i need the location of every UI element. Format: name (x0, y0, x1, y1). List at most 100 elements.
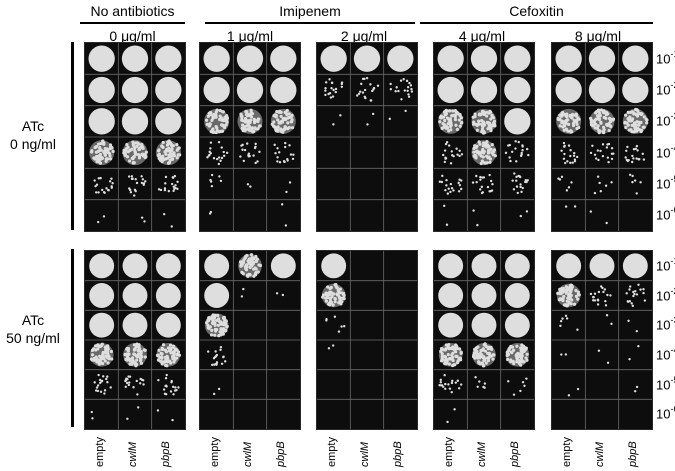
strain-label-1-1: cwlM (242, 441, 254, 467)
spot-r1-c2 (275, 292, 285, 297)
spot-r5-c0 (446, 408, 456, 424)
spot-r1-c0 (437, 76, 464, 104)
plate-top-4-svg (552, 43, 652, 231)
spot-r3-c1 (597, 349, 610, 364)
spot-r4-c2 (628, 173, 642, 195)
plate-bottom-1 (199, 250, 301, 430)
spot-r3-c0 (206, 345, 227, 367)
plate-bottom-1-svg (200, 251, 300, 429)
spot-r2-c0 (325, 315, 346, 333)
spot-r3-c1 (471, 342, 496, 368)
group-rule-no-antibiotics (80, 22, 185, 24)
spot-r0-c2 (155, 253, 181, 279)
spot-r1-c1 (121, 76, 149, 104)
strain-label-2-0: empty (325, 437, 338, 467)
spot-r1-c0 (321, 283, 346, 308)
spot-r3-c0 (206, 140, 229, 166)
spot-r3-c2 (624, 144, 646, 164)
spot-r2-c1 (589, 108, 616, 135)
spot-r1-c1 (589, 285, 612, 307)
dilution-exponent: -6 (670, 205, 675, 216)
dilution-base: 10 (656, 406, 671, 422)
strain-label-3-2: pbpB (509, 441, 522, 467)
plate-top-3-svg (434, 43, 534, 231)
dilution-label-top-1: 10-2 (656, 80, 675, 97)
spot-r3-c2 (155, 139, 182, 166)
group-title-imipenem: Imipenem (279, 3, 341, 19)
spot-r2-c1 (471, 108, 497, 135)
dilution-exponent: -2 (670, 80, 675, 90)
spot-r0-c2 (504, 253, 530, 279)
spot-r2-c0 (556, 108, 582, 134)
spot-r4-c0 (209, 173, 223, 188)
concentration-label-4: 8 μg/ml (574, 28, 622, 44)
spot-r5-c0 (443, 204, 449, 226)
spot-r1-c1 (356, 76, 380, 102)
group-title-cefoxitin: Cefoxitin (509, 3, 564, 19)
spot-r2-c1 (237, 108, 263, 134)
condition-label-top: ATc 0 ng/ml (0, 117, 66, 153)
dilution-base: 10 (656, 176, 671, 192)
condition-label-bottom: ATc 50 ng/ml (0, 311, 66, 347)
spot-r1-c2 (504, 283, 530, 308)
spot-r2-c0 (204, 313, 229, 338)
spot-r1-c0 (438, 283, 464, 308)
plate-bottom-3-svg (434, 251, 534, 429)
strain-label-1-2: pbpB (275, 441, 288, 467)
spot-r2-c0 (438, 108, 464, 134)
spot-r5-c1 (589, 210, 608, 225)
spot-r0-c0 (89, 253, 115, 279)
spot-r2-c0 (332, 114, 342, 126)
condition-bar-top (71, 42, 74, 230)
group-rule-imipenem (205, 22, 415, 24)
dilution-base: 10 (656, 113, 671, 129)
concentration-label-1: 1 μg/ml (226, 28, 274, 44)
strain-label-0-0: empty (93, 437, 106, 467)
spot-r0-c1 (588, 45, 616, 72)
spot-r0-c2 (270, 253, 296, 279)
strain-label-4-1: cwlM (594, 441, 606, 467)
condition-top-line1: ATc (21, 118, 45, 134)
plate-bottom-2 (316, 250, 418, 430)
spot-r2-c0 (89, 312, 115, 338)
dilution-label-bottom-0: 10-1 (656, 256, 675, 273)
spot-r5-c0 (564, 205, 577, 208)
spot-r4-c2 (157, 174, 179, 193)
dilution-base: 10 (656, 144, 671, 160)
dilution-exponent: -5 (670, 374, 675, 385)
plate-top-1 (199, 42, 301, 232)
plate-bottom-4-svg (552, 251, 652, 429)
spot-r0-c2 (622, 45, 649, 72)
spot-r0-c1 (238, 253, 263, 278)
dilution-exponent: -4 (670, 344, 675, 355)
spot-r0-c0 (555, 45, 582, 72)
condition-bottom-line1: ATc (21, 312, 45, 328)
plate-top-2 (316, 42, 418, 232)
spot-r5-c0 (96, 215, 106, 224)
spot-r1-c0 (204, 283, 230, 308)
spot-r4-c1 (246, 183, 252, 188)
dilution-exponent: -3 (670, 111, 675, 122)
spot-r1-c2 (389, 78, 414, 101)
spot-r4-c0 (557, 175, 573, 192)
plate-bottom-0 (84, 250, 186, 430)
spot-r3-c2 (273, 141, 295, 164)
strain-label-0-2: pbpB (160, 441, 173, 467)
spot-r4-c2 (633, 385, 639, 393)
dilution-label-top-5: 10-6 (656, 205, 675, 222)
dilution-label-bottom-4: 10-5 (656, 374, 675, 392)
spot-r3-c0 (89, 139, 115, 166)
spot-r3-c0 (441, 140, 464, 165)
spot-r1-c1 (588, 76, 616, 104)
spot-r4-c1 (127, 175, 147, 197)
spot-r0-c0 (88, 45, 115, 72)
dilution-exponent: -2 (670, 285, 675, 296)
spot-r5-c2 (519, 210, 529, 218)
spot-r1-c2 (504, 76, 531, 104)
spot-r4-c0 (438, 374, 463, 394)
spot-r0-c0 (203, 45, 230, 72)
spot-r2-c1 (366, 112, 375, 126)
dilution-label-bottom-1: 10-2 (656, 285, 675, 303)
spot-r1-c2 (155, 283, 181, 308)
spot-r5-c1 (126, 406, 140, 420)
